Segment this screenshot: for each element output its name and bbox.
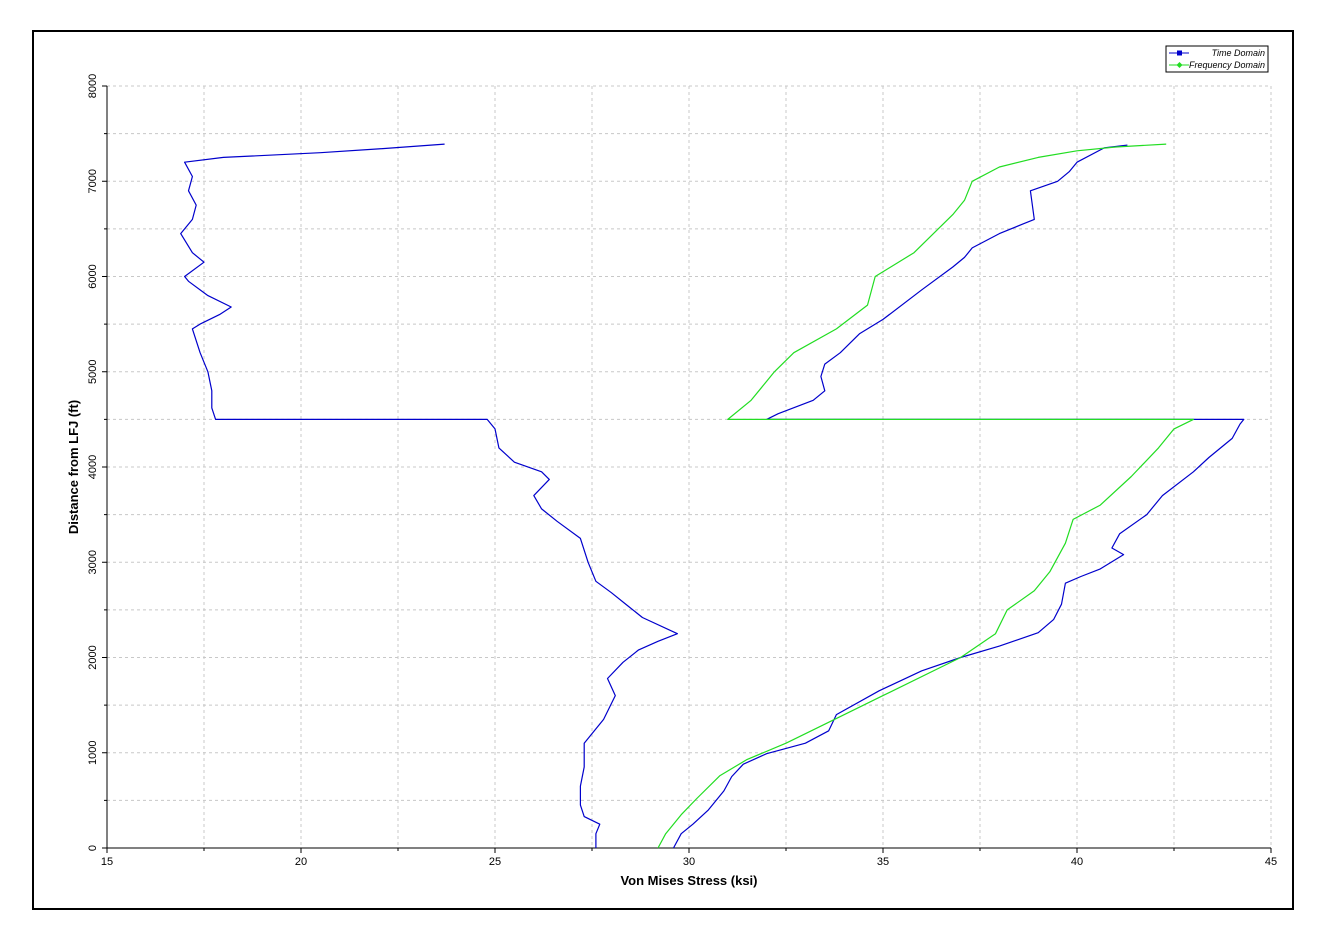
legend: Time Domain Frequency Domain [1165, 45, 1269, 73]
legend-marker-square [1177, 50, 1182, 56]
series-layer [180, 143, 1245, 849]
y-tick-label: 8000 [87, 74, 99, 98]
x-axis-title: Von Mises Stress (ksi) [620, 873, 757, 888]
legend-label: Time Domain [1212, 48, 1265, 58]
y-axis-title: Distance from LFJ (ft) [66, 400, 81, 534]
x-tick-label: 20 [295, 856, 307, 868]
legend-marker-diamond [1176, 62, 1183, 68]
x-tick-label: 15 [101, 856, 113, 868]
y-tick-label: 2000 [87, 645, 99, 669]
x-tick-label: 25 [489, 856, 501, 868]
x-tick-label: 35 [877, 856, 889, 868]
y-tick-label: 3000 [87, 550, 99, 574]
x-tick-label: 30 [683, 856, 695, 868]
grid-lines [107, 85, 1272, 848]
y-tick-label: 5000 [87, 360, 99, 384]
legend-label: Frequency Domain [1189, 60, 1265, 70]
y-tick-label: 7000 [87, 169, 99, 193]
series-line-time-domain-0 [180, 143, 679, 848]
y-tick-label: 4000 [87, 455, 99, 479]
legend-box [1165, 45, 1269, 73]
y-tick-label: 6000 [87, 264, 99, 288]
y-tick-label: 0 [87, 845, 99, 851]
x-tick-label: 40 [1071, 856, 1083, 868]
y-tick-label: 1000 [87, 741, 99, 765]
series-line-time-domain-1 [672, 144, 1245, 849]
x-tick-label: 45 [1265, 856, 1277, 868]
axes: 15 20 25 30 35 40 45 0 1000 2000 3000 4000 5000 6000 7… [87, 74, 1277, 868]
chart-frame [32, 30, 1294, 910]
series-line-frequency-domain-0 [657, 143, 1195, 849]
